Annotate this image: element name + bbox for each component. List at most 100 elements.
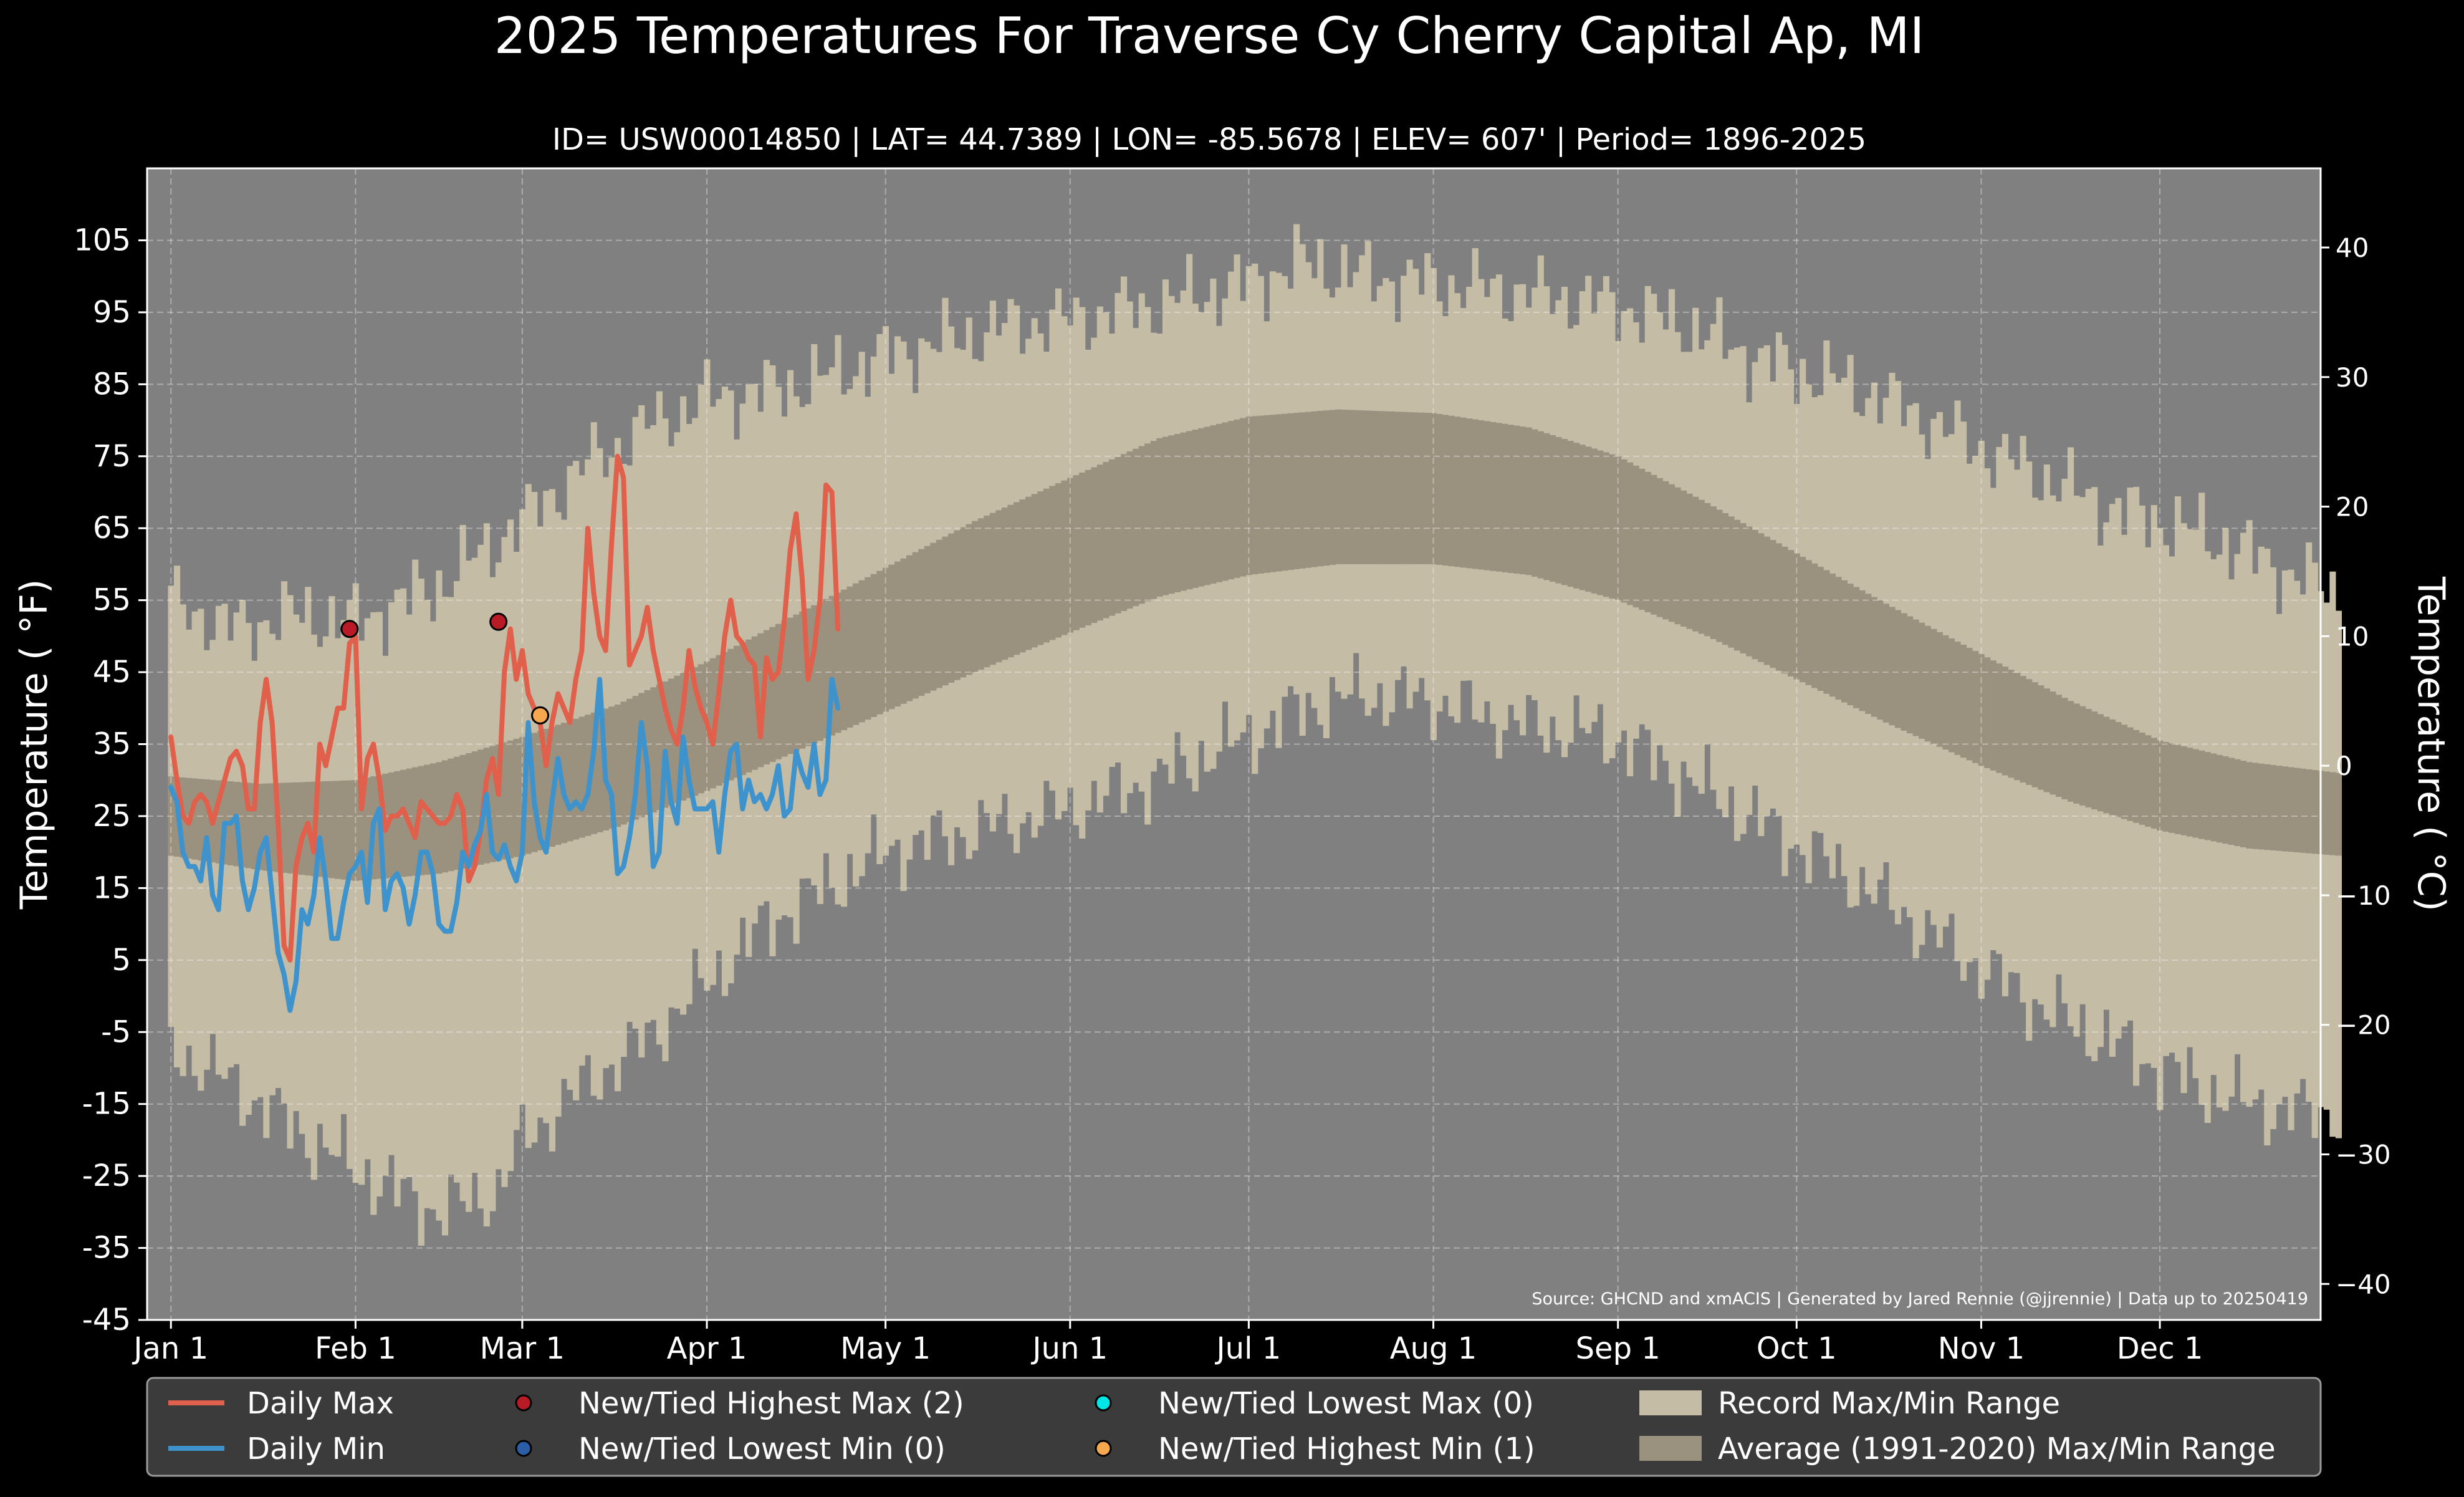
normal-range-bar (656, 684, 663, 811)
normal-range-bar (1537, 431, 1544, 579)
normal-range-bar (1371, 410, 1378, 564)
normal-range-bar (858, 580, 865, 723)
record-range-bar (501, 537, 508, 1187)
normal-range-bar (1692, 496, 1699, 632)
y-tick-label: 75 (93, 439, 131, 474)
normal-range-bar (853, 583, 860, 725)
normal-range-bar (1138, 446, 1145, 604)
normal-range-bar (1585, 446, 1592, 592)
normal-range-bar (269, 783, 276, 872)
normal-range-bar (1763, 536, 1770, 665)
legend-item: Daily Max (168, 1386, 394, 1421)
normal-range-bar (793, 614, 800, 752)
normal-range-bar (1847, 584, 1854, 706)
normal-range-bar (1335, 409, 1342, 564)
record-range-bar (2276, 614, 2283, 1105)
normal-range-bar (739, 642, 746, 776)
normal-range-bars (168, 409, 2342, 881)
normal-range-bar (1520, 426, 1527, 575)
record-range-bar (418, 578, 424, 1246)
normal-range-bar (245, 782, 252, 869)
normal-range-bar (1835, 577, 1842, 700)
normal-range-bar (1019, 499, 1026, 653)
normal-range-bar (638, 693, 645, 817)
normal-range-bar (930, 542, 937, 691)
normal-range-bar (876, 570, 883, 715)
normal-range-bar (1126, 451, 1133, 609)
normal-range-bar (865, 577, 871, 720)
normal-range-bar (1061, 480, 1068, 635)
normal-range-bar (954, 530, 961, 680)
legend-item: New/Tied Highest Min (1) (1095, 1432, 1535, 1466)
legend-swatch (1639, 1436, 1702, 1461)
normal-range-bar (573, 718, 580, 840)
normal-range-bar (263, 783, 270, 871)
normal-range-bar (2049, 691, 2056, 795)
plot-area: Source: GHCND and xmACIS | Generated by … (146, 167, 2342, 1321)
normal-range-bar (757, 633, 764, 768)
legend-label: New/Tied Highest Min (1) (1158, 1432, 1535, 1466)
normal-range-bar (745, 639, 752, 773)
x-tick-label: Aug 1 (1390, 1331, 1477, 1366)
normal-range-bar (1222, 422, 1229, 581)
normal-range-bar (364, 777, 371, 880)
normal-range-bar (1668, 484, 1675, 622)
normal-range-bar (1478, 420, 1485, 570)
normal-range-bar (924, 546, 931, 693)
normal-range-bar (1085, 469, 1091, 626)
normal-range-bar (1144, 443, 1151, 602)
y-tick-label: 65 (93, 511, 131, 546)
normal-range-bar (317, 781, 324, 877)
normal-range-bar (692, 667, 699, 796)
normal-range-bar (2091, 711, 2098, 810)
normal-range-bar (989, 513, 996, 665)
normal-range-bar (358, 779, 365, 881)
normal-range-bar (2311, 770, 2318, 854)
normal-range-bar (840, 589, 848, 731)
normal-range-bar (2097, 714, 2104, 812)
normal-range-bar (995, 510, 1002, 663)
normal-range-bar (2187, 748, 2193, 837)
normal-range-bar (2067, 701, 2074, 802)
normal-range-bar (1704, 503, 1711, 637)
normal-range-bar (1502, 423, 1508, 572)
normal-range-bar (1192, 430, 1199, 588)
normal-range-bar (1871, 597, 1877, 717)
record-marker (340, 620, 359, 638)
source-note: Source: GHCND and xmACIS | Generated by … (1532, 1289, 2308, 1309)
normal-range-bar (1460, 417, 1467, 568)
legend-item: New/Tied Highest Max (2) (515, 1386, 964, 1421)
normal-range-bar (1990, 660, 1997, 771)
normal-range-bar (2252, 763, 2259, 849)
record-range-bar (424, 600, 431, 1208)
normal-range-bar (1037, 491, 1044, 645)
normal-range-bar (215, 780, 223, 864)
normal-range-bar (1532, 429, 1538, 577)
normal-range-bar (2264, 764, 2271, 850)
normal-range-bar (1996, 663, 2003, 773)
y-tick-label: -5 (101, 1014, 131, 1049)
normal-range-bar (1073, 475, 1080, 630)
normal-range-bar (2294, 768, 2301, 853)
normal-range-bar (1823, 570, 1830, 694)
normal-range-bar (1752, 529, 1758, 660)
normal-range-bar (1198, 428, 1205, 587)
normal-range-bar (1924, 625, 1931, 742)
record-range-bar (477, 544, 484, 1209)
record-range-bar (263, 620, 270, 1138)
normal-range-bar (1758, 533, 1765, 662)
legend-swatch (515, 1440, 532, 1457)
x-tick-label: Jan 1 (132, 1331, 208, 1366)
normal-range-bar (2031, 682, 2038, 787)
record-marker (489, 612, 508, 631)
normal-range-bar (1966, 648, 1973, 761)
normal-range-bar (1621, 459, 1627, 603)
normal-range-bar (1972, 651, 1979, 763)
record-range-bar (370, 612, 377, 1215)
normal-range-bar (501, 742, 508, 860)
record-range-bar (382, 655, 389, 1176)
y-axis-right: 40 30 20 10 0 −10 −20 −30 −40 (2321, 233, 2391, 1299)
record-range-bar (310, 634, 317, 1180)
daily-max-line (168, 453, 841, 963)
legend: Daily Max Daily Min New/Tied Highest Max (… (146, 1377, 2322, 1477)
